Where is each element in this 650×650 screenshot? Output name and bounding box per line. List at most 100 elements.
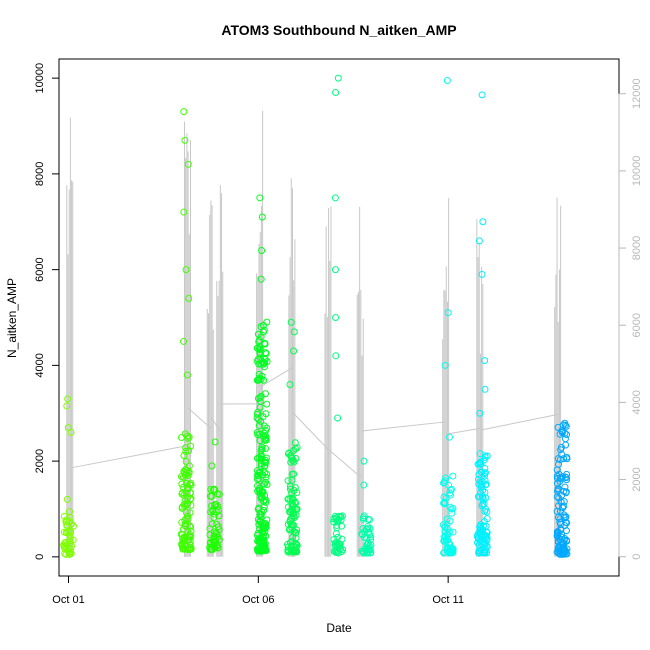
data-point bbox=[288, 476, 296, 484]
y2-tick-label: 12000 bbox=[631, 78, 643, 109]
data-point bbox=[563, 550, 571, 558]
y2-tick-label: 2000 bbox=[631, 467, 643, 491]
data-point bbox=[557, 446, 565, 454]
data-point bbox=[474, 493, 482, 501]
secondary-trace-connector bbox=[259, 367, 293, 388]
data-point bbox=[256, 343, 264, 351]
data-point bbox=[482, 480, 490, 488]
data-point bbox=[449, 472, 457, 480]
data-point bbox=[255, 537, 263, 545]
data-point bbox=[556, 515, 564, 523]
data-point bbox=[284, 477, 292, 485]
data-point bbox=[286, 508, 294, 516]
data-point bbox=[260, 422, 268, 430]
data-point bbox=[186, 546, 194, 554]
y-tick-label: 0 bbox=[34, 554, 46, 560]
data-point bbox=[208, 462, 216, 470]
data-point bbox=[181, 430, 189, 438]
data-point bbox=[254, 415, 262, 423]
data-point bbox=[255, 486, 263, 494]
data-point bbox=[287, 318, 295, 326]
data-point bbox=[446, 486, 454, 494]
data-point bbox=[254, 355, 262, 363]
data-point bbox=[261, 456, 269, 464]
secondary-trace-connector bbox=[480, 413, 559, 431]
data-point bbox=[292, 543, 300, 551]
data-point bbox=[182, 447, 190, 455]
data-point bbox=[262, 426, 270, 434]
data-point bbox=[447, 546, 455, 554]
data-point bbox=[211, 438, 219, 446]
y-tick-label: 2000 bbox=[34, 449, 46, 473]
data-point bbox=[440, 537, 448, 545]
data-point bbox=[255, 336, 263, 344]
data-point bbox=[63, 495, 71, 503]
data-point bbox=[554, 485, 562, 493]
data-point bbox=[360, 481, 368, 489]
data-point bbox=[180, 208, 188, 216]
data-point bbox=[332, 530, 340, 538]
data-point bbox=[482, 528, 490, 536]
data-point bbox=[560, 498, 568, 506]
data-point bbox=[560, 455, 568, 463]
data-point bbox=[292, 511, 300, 519]
data-point bbox=[483, 515, 491, 523]
data-point bbox=[210, 539, 218, 547]
data-point bbox=[215, 490, 223, 498]
y2-tick-label: 8000 bbox=[631, 236, 643, 260]
data-point bbox=[178, 490, 186, 498]
data-point bbox=[292, 445, 300, 453]
y2-tick-label: 4000 bbox=[631, 390, 643, 414]
data-point bbox=[288, 454, 296, 462]
data-point bbox=[556, 550, 564, 558]
data-point bbox=[262, 521, 270, 529]
data-point bbox=[483, 508, 491, 516]
data-point bbox=[253, 428, 261, 436]
data-point bbox=[210, 542, 218, 550]
data-point bbox=[476, 450, 484, 458]
data-point bbox=[562, 527, 570, 535]
data-point bbox=[561, 535, 569, 543]
data-point bbox=[562, 474, 570, 482]
data-point bbox=[554, 529, 562, 537]
data-point bbox=[481, 469, 489, 477]
data-point bbox=[333, 538, 341, 546]
data-point bbox=[263, 400, 271, 408]
data-point bbox=[261, 542, 269, 550]
data-point bbox=[257, 275, 265, 283]
y-axis: 0 2000 4000 6000 8000 10000 bbox=[34, 63, 60, 560]
data-point bbox=[285, 547, 293, 555]
data-point bbox=[183, 371, 191, 379]
data-point bbox=[483, 452, 491, 460]
data-point bbox=[260, 503, 268, 511]
data-point bbox=[441, 361, 449, 369]
data-point bbox=[561, 483, 569, 491]
data-point bbox=[210, 510, 218, 518]
data-point bbox=[558, 450, 566, 458]
data-point bbox=[333, 522, 341, 530]
data-point bbox=[180, 451, 188, 459]
data-point bbox=[64, 395, 72, 403]
y-tick-label: 6000 bbox=[34, 257, 46, 281]
data-point bbox=[364, 515, 372, 523]
data-point bbox=[213, 520, 221, 528]
data-point bbox=[178, 480, 186, 488]
data-point bbox=[67, 549, 75, 557]
data-point bbox=[61, 539, 69, 547]
data-point bbox=[256, 348, 264, 356]
data-point bbox=[553, 530, 561, 538]
data-point bbox=[556, 456, 564, 464]
data-point bbox=[478, 270, 486, 278]
data-point bbox=[181, 468, 189, 476]
data-point bbox=[292, 529, 300, 537]
data-point bbox=[334, 74, 342, 82]
data-point bbox=[181, 471, 189, 479]
data-point bbox=[475, 548, 483, 556]
secondary-trace-connector bbox=[360, 421, 447, 432]
data-point bbox=[260, 496, 268, 504]
data-point bbox=[257, 513, 265, 521]
data-point bbox=[449, 528, 457, 536]
data-point bbox=[256, 394, 264, 402]
secondary-trace-connector bbox=[210, 416, 221, 432]
